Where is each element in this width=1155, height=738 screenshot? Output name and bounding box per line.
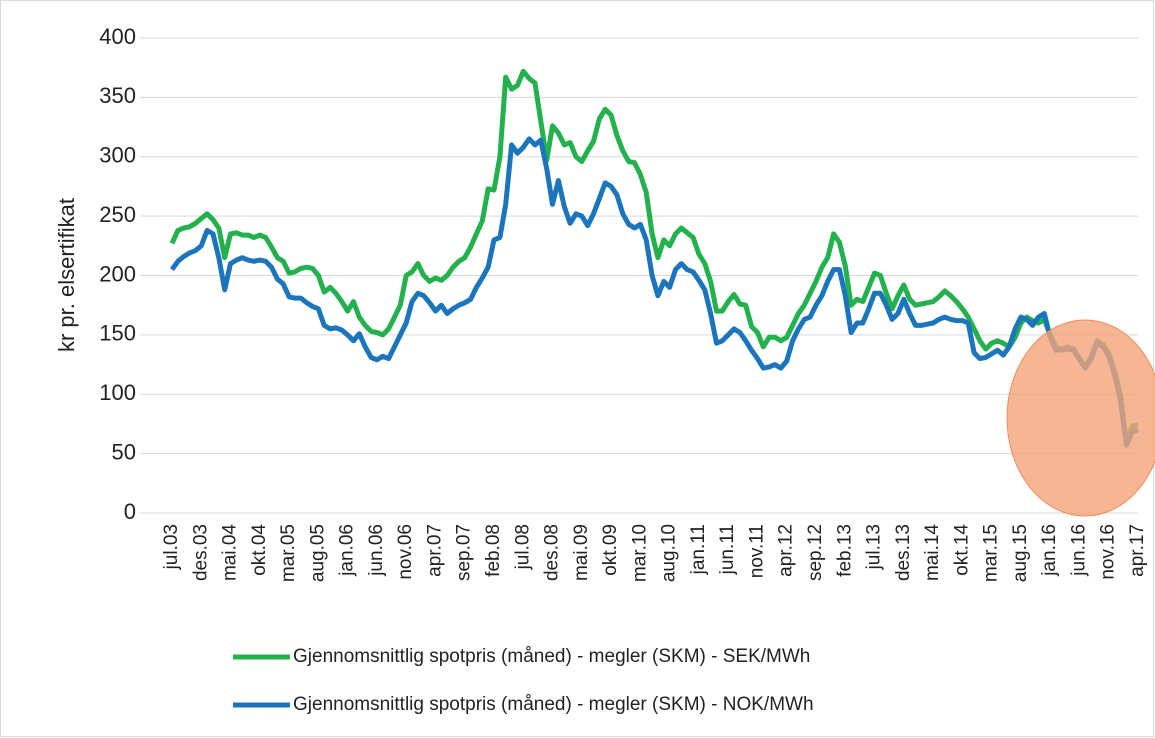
series-line: [169, 68, 1139, 445]
x-tick-label: apr.07: [424, 524, 445, 577]
x-tick-label: jan.06: [337, 524, 358, 577]
y-tick-label: 300: [99, 143, 136, 168]
y-tick-label: 0: [124, 499, 136, 524]
x-tick-label: jun.11: [717, 524, 738, 575]
x-tick-label: mar.15: [981, 524, 1002, 582]
x-tick-label: des.13: [893, 524, 914, 581]
x-tick-label: okt.04: [249, 524, 270, 576]
x-tick-label: aug.05: [307, 524, 328, 582]
x-tick-label: jul.03: [161, 524, 182, 570]
x-tick-label: apr.17: [1127, 524, 1148, 577]
x-tick-label: sep.12: [805, 524, 826, 581]
x-tick-label: mai.04: [220, 524, 241, 581]
legend-label: Gjennomsnittlig spotpris (måned) - megle…: [293, 694, 814, 715]
x-tick-label: jul.08: [512, 524, 533, 570]
y-axis-label: kr pr. elsertifikat: [54, 198, 79, 352]
x-tick-label: feb.08: [483, 524, 504, 577]
x-tick-label: jul.13: [864, 524, 885, 570]
x-tick-label: des.03: [190, 524, 211, 581]
y-tick-label: 150: [99, 321, 136, 346]
x-tick-label: aug.15: [1010, 524, 1031, 582]
x-tick-label: mar.10: [629, 524, 650, 582]
y-tick-label: 400: [99, 24, 136, 49]
x-tick-label: jan.11: [688, 524, 709, 575]
x-tick-label: nov.06: [395, 524, 416, 580]
x-tick-label: jun.16: [1068, 524, 1089, 577]
x-tick-label: mai.14: [922, 524, 943, 581]
y-tick-label: 200: [99, 261, 136, 286]
legend-label: Gjennomsnittlig spotpris (måned) - megle…: [293, 646, 810, 667]
x-tick-label: nov.16: [1098, 524, 1119, 580]
y-tick-label: 50: [112, 439, 136, 464]
y-tick-label: 350: [99, 83, 136, 108]
x-tick-label: mai.09: [571, 524, 592, 581]
x-tick-label: okt.09: [600, 524, 621, 576]
x-tick-label: apr.12: [776, 524, 797, 577]
highlight-circle: [1006, 319, 1155, 517]
x-tick-label: des.08: [542, 524, 563, 581]
x-tick-label: nov.11: [746, 524, 767, 578]
series-line: [169, 136, 1139, 448]
x-tick-label: okt.14: [951, 524, 972, 576]
y-tick-label: 100: [99, 380, 136, 405]
x-tick-label: jun.06: [366, 524, 387, 577]
x-tick-label: mar.05: [278, 524, 299, 582]
x-tick-label: aug.10: [659, 524, 680, 582]
x-tick-label: feb.13: [834, 524, 855, 577]
x-tick-label: sep.07: [454, 524, 475, 581]
x-tick-label: jan.16: [1039, 524, 1060, 577]
y-tick-label: 250: [99, 202, 136, 227]
